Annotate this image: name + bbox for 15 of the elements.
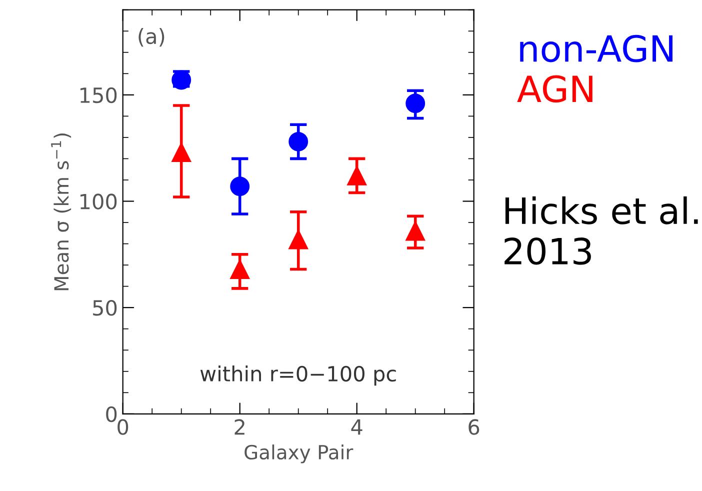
annotation: within r=0−100 pc: [200, 365, 396, 386]
text: non-AGN: [520, 34, 672, 62]
x-tick-label: 6: [468, 419, 480, 435]
text: Hicks et al. 2013: [504, 196, 698, 265]
x-tick-label: 0: [118, 419, 128, 435]
y-axis-title: Mean σ (km s$^{−1}$): [51, 134, 72, 290]
x-tick-label: 2: [234, 419, 244, 435]
text: AGN: [517, 75, 592, 103]
y-tick-label: 100: [80, 194, 117, 210]
x-tick-label: 4: [351, 419, 362, 435]
y-tick-label: 150: [80, 87, 117, 104]
y-tick-label: 0: [106, 406, 117, 422]
annotation: (a): [138, 28, 164, 47]
y-tick-label: 50: [93, 300, 117, 316]
x-axis-title: Galaxy Pair: [244, 444, 354, 464]
